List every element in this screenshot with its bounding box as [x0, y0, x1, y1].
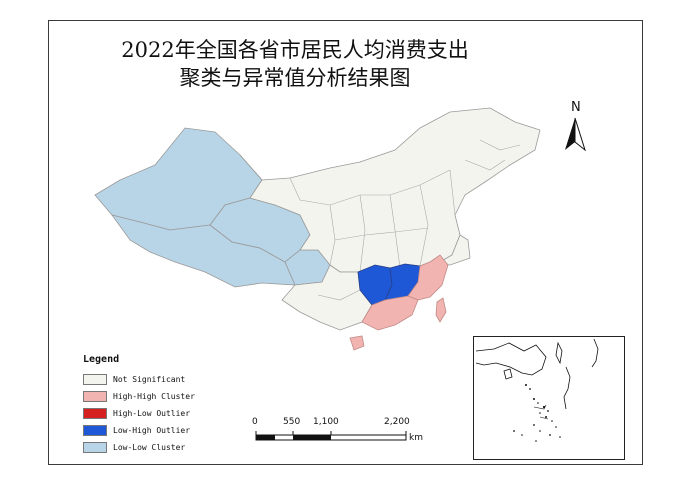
- legend-item: High-High Cluster: [83, 388, 243, 405]
- scale-tick-label: 550: [283, 417, 301, 427]
- scale-tick-label: 0: [252, 417, 258, 427]
- scale-unit: km: [409, 433, 423, 443]
- legend-swatch: [83, 374, 107, 385]
- legend-swatch: [83, 408, 107, 419]
- inset-islands: [513, 384, 561, 442]
- legend-label: Low-High Outlier: [113, 426, 191, 435]
- legend-label: High-Low Outlier: [113, 409, 191, 418]
- south-china-sea-inset: [473, 336, 625, 460]
- scale-bar: 0 550 1,100 2,200 km: [250, 417, 430, 447]
- scale-bar-graphic: [255, 431, 407, 441]
- legend-swatch: [83, 442, 107, 453]
- map-title: 2022年全国各省市居民人均消费支出 聚类与异常值分析结果图: [85, 36, 505, 92]
- legend-label: High-High Cluster: [113, 392, 195, 401]
- region-guangdong: [361, 295, 419, 331]
- scale-tick-label: 2,200: [384, 417, 410, 427]
- scale-tick-label: 1,100: [313, 417, 339, 427]
- legend-label: Low-Low Cluster: [113, 443, 186, 452]
- title-line-1: 2022年全国各省市居民人均消费支出: [121, 38, 469, 62]
- inset-map: [475, 338, 599, 442]
- legend: Legend Not Significant High-High Cluster…: [83, 354, 243, 456]
- north-label: N: [571, 100, 581, 115]
- legend-title: Legend: [83, 354, 120, 365]
- region-taiwan: [435, 297, 447, 323]
- legend-swatch: [83, 391, 107, 402]
- province-boundaries: [289, 139, 521, 301]
- legend-label: Not Significant: [113, 375, 186, 384]
- legend-item: Low-Low Cluster: [83, 439, 243, 456]
- legend-item: Not Significant: [83, 371, 243, 388]
- north-arrow-icon: [565, 117, 586, 152]
- region-hainan: [349, 335, 365, 351]
- legend-swatch: [83, 425, 107, 436]
- region-fujian: [407, 254, 449, 301]
- title-line-2: 聚类与异常值分析结果图: [179, 66, 411, 90]
- legend-item: Low-High Outlier: [83, 422, 243, 439]
- legend-item: High-Low Outlier: [83, 405, 243, 422]
